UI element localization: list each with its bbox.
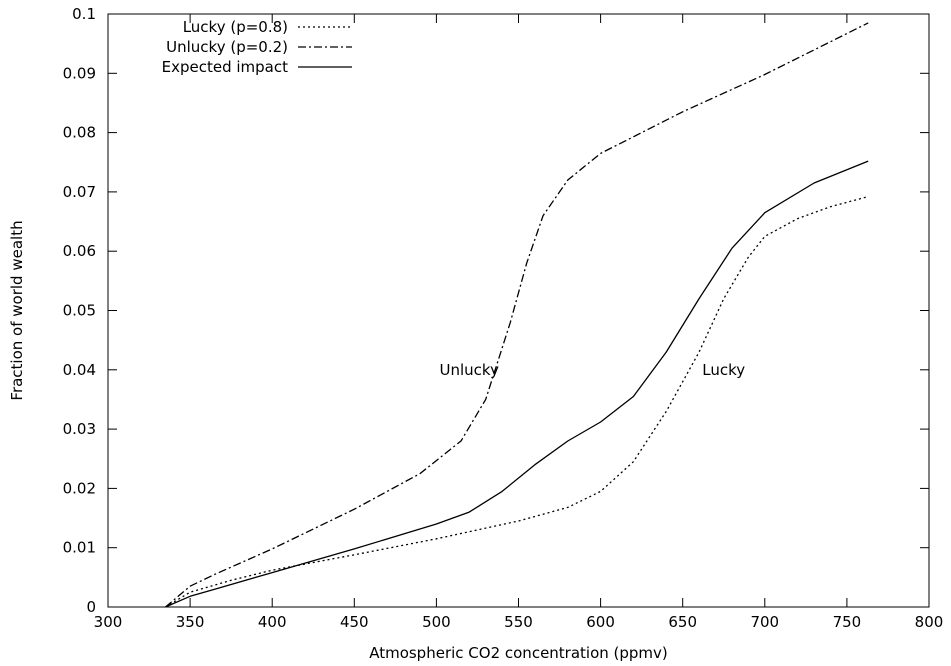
legend-label-2: Expected impact — [162, 58, 288, 76]
x-tick-label: 750 — [833, 613, 862, 631]
y-tick-label: 0.1 — [72, 5, 96, 23]
x-tick-label: 500 — [422, 613, 451, 631]
series-layer — [165, 22, 869, 608]
x-tick-label: 350 — [176, 613, 205, 631]
x-tick-label: 300 — [94, 613, 123, 631]
series-line-1 — [165, 22, 869, 608]
annotations: Unlucky Lucky — [440, 361, 746, 379]
y-tick-label: 0 — [86, 598, 96, 616]
annotation-unlucky: Unlucky — [440, 361, 500, 379]
x-axis-label: Atmospheric CO2 concentration (ppmv) — [369, 644, 668, 662]
y-tick-label: 0.09 — [63, 64, 96, 82]
x-tick-label: 550 — [504, 613, 533, 631]
annotation-lucky: Lucky — [702, 361, 745, 379]
y-tick-label: 0.01 — [63, 539, 96, 557]
plot-frame — [107, 13, 930, 608]
x-tick-label: 600 — [586, 613, 615, 631]
x-tick-label: 650 — [668, 613, 697, 631]
y-tick-label: 0.04 — [63, 361, 96, 379]
x-tick-label: 700 — [750, 613, 779, 631]
y-tick-label: 0.05 — [63, 302, 96, 320]
y-tick-label: 0.08 — [63, 124, 96, 142]
series-line-0 — [165, 195, 869, 608]
axis-ticks: 300 350 400 450 500 550 600 650 700 750 800 0 0.01 0.… — [63, 5, 944, 631]
x-tick-label: 800 — [915, 613, 944, 631]
x-tick-label: 450 — [340, 613, 369, 631]
y-tick-label: 0.03 — [63, 420, 96, 438]
legend-label-1: Unlucky (p=0.2) — [166, 38, 288, 56]
y-axis-label: Fraction of world wealth — [8, 220, 26, 400]
y-tick-label: 0.07 — [63, 183, 96, 201]
x-tick-label: 400 — [258, 613, 287, 631]
series-line-2 — [165, 160, 869, 608]
legend: Lucky (p=0.8) Unlucky (p=0.2) Expected imp… — [162, 18, 352, 76]
y-tick-label: 0.06 — [63, 242, 96, 260]
legend-label-0: Lucky (p=0.8) — [183, 18, 288, 36]
y-tick-label: 0.02 — [63, 479, 96, 497]
